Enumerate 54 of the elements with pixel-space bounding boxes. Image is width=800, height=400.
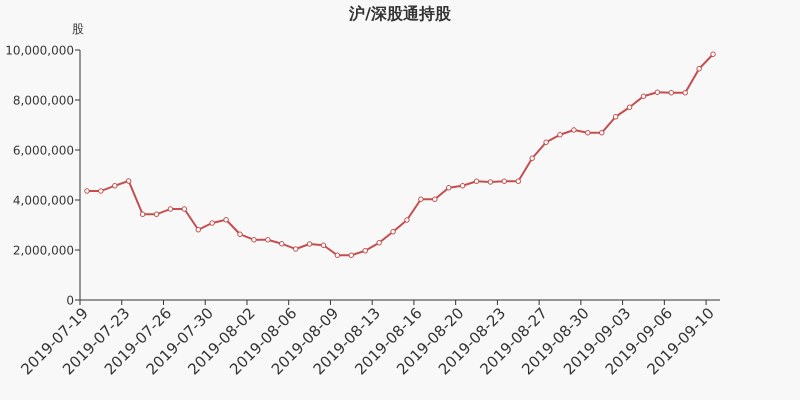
point bbox=[640, 94, 646, 99]
point bbox=[460, 183, 466, 188]
point bbox=[516, 178, 521, 184]
point bbox=[390, 229, 396, 234]
point bbox=[140, 212, 146, 217]
point bbox=[529, 156, 535, 161]
point bbox=[223, 217, 229, 222]
point bbox=[279, 241, 284, 246]
point bbox=[612, 114, 618, 120]
point bbox=[98, 188, 104, 194]
y-tick-label: 2,000,000 bbox=[12, 244, 74, 258]
point bbox=[196, 227, 201, 232]
point bbox=[126, 178, 132, 184]
point bbox=[182, 206, 188, 212]
y-tick-label: 4,000,000 bbox=[12, 194, 74, 208]
point bbox=[404, 217, 410, 223]
point bbox=[585, 130, 591, 136]
point bbox=[502, 178, 508, 184]
point bbox=[320, 242, 326, 248]
point bbox=[348, 252, 354, 258]
point bbox=[599, 130, 604, 136]
point bbox=[376, 240, 382, 246]
point bbox=[543, 140, 549, 145]
y-tick-label: 8,000,000 bbox=[12, 94, 74, 108]
y-axis-title: 股 bbox=[72, 22, 84, 36]
point bbox=[112, 183, 118, 188]
y-tick-label: 10,000,000 bbox=[5, 44, 74, 58]
point bbox=[696, 66, 702, 72]
point bbox=[474, 178, 480, 184]
point bbox=[334, 252, 340, 258]
point bbox=[571, 127, 577, 133]
point bbox=[710, 52, 716, 57]
point bbox=[488, 179, 494, 185]
point bbox=[682, 90, 688, 96]
point bbox=[154, 212, 160, 217]
point bbox=[626, 104, 632, 110]
y-tick-label: 0 bbox=[66, 294, 74, 308]
y-tick-label: 6,000,000 bbox=[12, 144, 74, 158]
point bbox=[446, 185, 452, 190]
point bbox=[265, 237, 271, 242]
point bbox=[84, 188, 90, 194]
point bbox=[292, 246, 298, 252]
point bbox=[668, 90, 674, 96]
point bbox=[418, 196, 424, 202]
point bbox=[306, 241, 312, 247]
point bbox=[251, 237, 257, 242]
point bbox=[209, 220, 215, 226]
point bbox=[362, 248, 368, 254]
point bbox=[654, 90, 660, 95]
point bbox=[557, 132, 563, 138]
point bbox=[432, 196, 438, 202]
point bbox=[237, 232, 243, 237]
chart-title: 沪/深股通持股 bbox=[348, 4, 452, 23]
point bbox=[168, 206, 174, 212]
